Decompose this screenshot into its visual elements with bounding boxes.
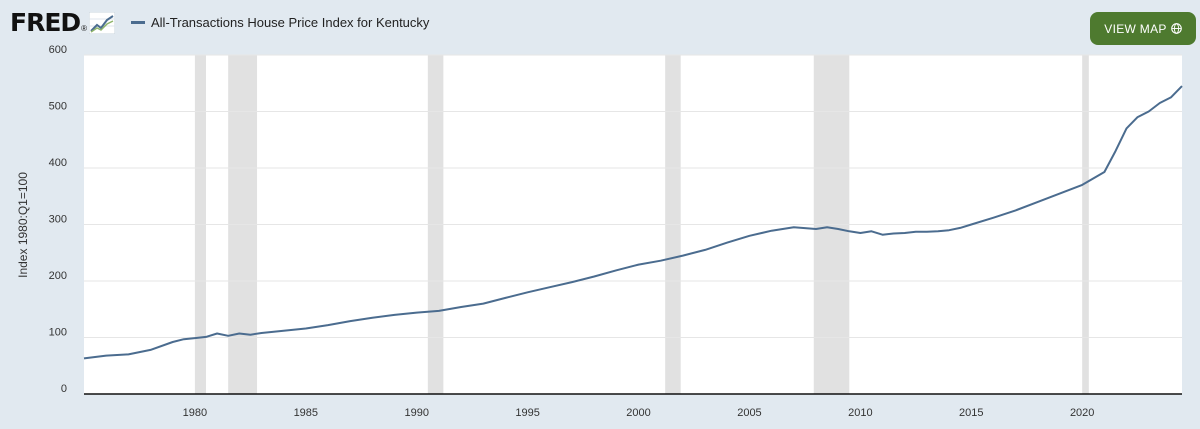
- y-tick-label: 400: [49, 157, 67, 169]
- logo-text: FRED: [10, 8, 81, 37]
- legend: All-Transactions House Price Index for K…: [131, 15, 429, 30]
- globe-icon: [1170, 23, 1182, 34]
- y-tick-label: 300: [49, 214, 67, 226]
- legend-swatch: [131, 21, 145, 24]
- x-tick-label: 1980: [183, 407, 207, 419]
- chart-title: All-Transactions House Price Index for K…: [151, 15, 430, 30]
- y-tick-label: 600: [49, 44, 67, 56]
- view-map-button[interactable]: VIEW MAP: [1090, 12, 1196, 45]
- fred-graph-icon: [89, 12, 116, 34]
- x-tick-label: 1985: [294, 407, 318, 419]
- series-line: [83, 85, 1183, 360]
- view-map-label: VIEW MAP: [1104, 21, 1167, 36]
- fred-logo[interactable]: FRED ®: [10, 8, 116, 38]
- x-tick-label: 1990: [404, 407, 428, 419]
- y-axis-label: Index 1980:Q1=100: [16, 172, 30, 278]
- x-tick-label: 2005: [737, 407, 761, 419]
- chart-header: FRED ® All-Transactions House Price Inde…: [0, 0, 1200, 50]
- logo-registered-mark: ®: [81, 24, 88, 33]
- x-tick-label: 2015: [959, 407, 983, 419]
- x-tick-label: 2000: [626, 407, 650, 419]
- y-tick-label: 100: [49, 327, 67, 339]
- y-tick-label: 200: [49, 270, 67, 282]
- x-tick-label: 2010: [848, 407, 872, 419]
- y-tick-label: 0: [61, 383, 67, 395]
- y-tick-label: 500: [49, 101, 67, 113]
- x-tick-label: 2020: [1070, 407, 1094, 419]
- x-tick-label: 1995: [515, 407, 539, 419]
